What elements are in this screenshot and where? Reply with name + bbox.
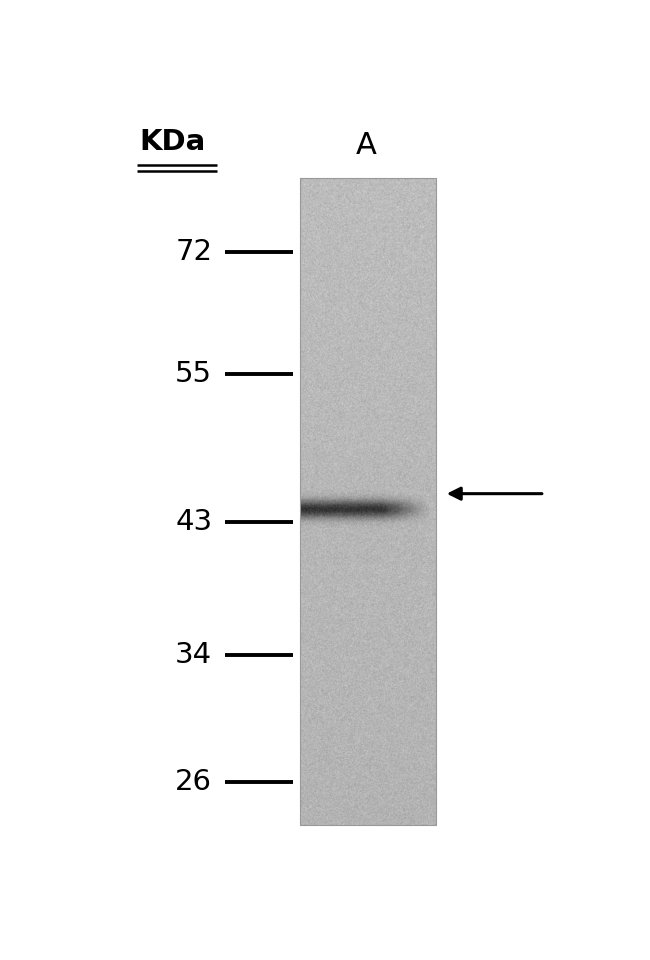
Text: 43: 43 [175,508,212,536]
Text: 26: 26 [176,768,212,796]
Bar [300,178,436,825]
Text: 34: 34 [175,641,212,669]
Text: 55: 55 [176,360,212,388]
Text: 72: 72 [176,238,212,266]
Text: A: A [356,131,376,159]
Text: KDa: KDa [139,128,205,156]
